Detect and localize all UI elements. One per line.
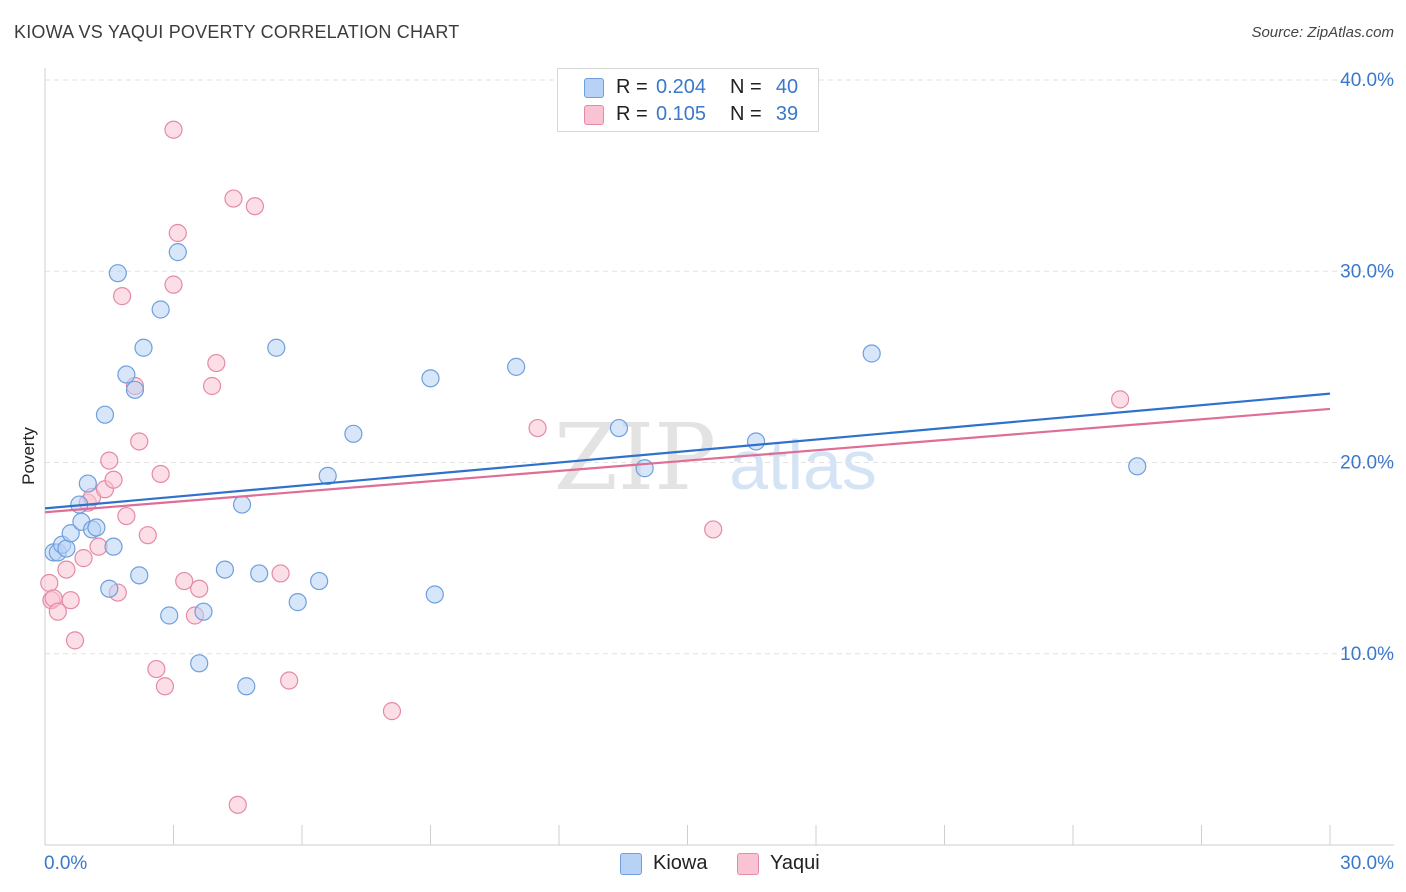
kiowa-point: [635, 459, 654, 478]
kiowa-point: [862, 344, 881, 363]
kiowa-points: [44, 243, 1147, 696]
kiowa-point: [344, 424, 363, 443]
yaqui-point: [40, 573, 59, 593]
r-label: R =: [616, 76, 648, 98]
kiowa-point: [250, 564, 269, 583]
kiowa-point: [78, 474, 97, 493]
yaqui-swatch: [584, 105, 604, 125]
yaqui-point: [168, 223, 187, 243]
yaqui-legend-swatch: [737, 853, 759, 875]
kiowa-trend-line: [44, 392, 1331, 510]
yaqui-point: [104, 470, 123, 489]
kiowa-legend-swatch: [620, 853, 642, 875]
kiowa-point: [507, 357, 526, 376]
kiowa-point: [232, 495, 252, 514]
n-label: N =: [730, 76, 762, 98]
kiowa-point: [421, 369, 440, 388]
y-tick-label: 40.0%: [1340, 70, 1394, 91]
kiowa-point: [168, 243, 187, 262]
yaqui-points: [40, 120, 1130, 814]
yaqui-point: [190, 579, 209, 598]
yaqui-point: [155, 677, 175, 696]
kiowa-point: [57, 539, 76, 558]
r-value: 0.105: [655, 103, 707, 125]
kiowa-point: [117, 365, 136, 384]
kiowa-point: [1128, 457, 1147, 476]
kiowa-point: [130, 566, 149, 585]
kiowa-point: [215, 560, 234, 579]
y-tick-label: 20.0%: [1340, 453, 1394, 474]
yaqui-point: [175, 571, 194, 591]
yaqui-point: [382, 702, 402, 721]
kiowa-point: [87, 518, 106, 537]
watermark-zip: ZIP: [554, 404, 716, 511]
kiowa-point: [134, 338, 153, 357]
yaqui-point: [207, 353, 226, 373]
yaqui-point: [1111, 390, 1130, 409]
kiowa-point: [267, 338, 286, 357]
y-tick-label: 10.0%: [1340, 644, 1394, 665]
kiowa-point: [95, 405, 115, 424]
yaqui-point: [280, 671, 299, 690]
yaqui-legend-label: Yaqui: [770, 852, 820, 874]
kiowa-point: [288, 593, 307, 612]
kiowa-point: [108, 264, 127, 283]
n-value: 39: [775, 103, 799, 125]
yaqui-point: [61, 591, 80, 610]
kiowa-point: [151, 300, 170, 319]
r-value: 0.204: [655, 76, 707, 98]
yaqui-point: [245, 197, 264, 216]
chart-title: KIOWA VS YAQUI POVERTY CORRELATION CHART: [14, 22, 460, 42]
kiowa-legend-label: Kiowa: [653, 852, 708, 874]
kiowa-point: [310, 571, 329, 591]
kiowa-point: [194, 602, 213, 621]
kiowa-point: [425, 585, 444, 604]
yaqui-point: [164, 275, 183, 294]
yaqui-point: [100, 451, 119, 470]
kiowa-point: [100, 579, 119, 598]
tick-labels: 10.0% 20.0% 30.0% 40.0% 0.0% 30.0%: [44, 70, 1394, 874]
yaqui-point: [57, 560, 76, 579]
yaqui-trend-line: [44, 407, 1331, 514]
gridlines: [45, 79, 1394, 655]
yaqui-point: [117, 506, 136, 526]
kiowa-point: [190, 654, 209, 673]
source-credit: Source: ZipAtlas.com: [1251, 24, 1394, 41]
n-label: N =: [730, 103, 762, 125]
yaqui-point: [202, 376, 222, 396]
x-tick-label: 30.0%: [1340, 853, 1394, 874]
yaqui-point: [147, 659, 166, 679]
kiowa-point: [237, 677, 256, 696]
yaqui-point: [164, 120, 183, 139]
kiowa-point: [746, 432, 766, 451]
kiowa-point: [125, 380, 145, 399]
yaqui-point: [138, 526, 157, 545]
r-label: R =: [616, 103, 648, 125]
yaqui-point: [112, 287, 132, 306]
kiowa-swatch: [584, 78, 604, 98]
yaqui-point: [228, 795, 247, 814]
yaqui-point: [130, 432, 149, 451]
y-axis-label: Poverty: [19, 427, 38, 485]
kiowa-point: [318, 466, 337, 485]
yaqui-point: [151, 464, 170, 484]
n-value: 40: [775, 76, 799, 98]
stats-legend: R = 0.204 N = 40 R = 0.105 N = 39: [557, 68, 819, 132]
x-tick-label: 0.0%: [44, 853, 87, 874]
kiowa-point: [609, 418, 629, 438]
yaqui-point: [224, 189, 243, 208]
yaqui-point: [48, 602, 67, 621]
yaqui-point: [74, 549, 93, 568]
yaqui-point: [65, 631, 85, 650]
kiowa-point: [61, 524, 80, 543]
yaqui-point: [271, 564, 290, 583]
y-tick-label: 30.0%: [1340, 261, 1394, 282]
axes: [44, 68, 1394, 846]
kiowa-point: [104, 537, 123, 556]
kiowa-point: [160, 606, 179, 625]
yaqui-point: [528, 418, 547, 438]
trend-lines: [44, 392, 1331, 514]
yaqui-point: [704, 520, 723, 539]
